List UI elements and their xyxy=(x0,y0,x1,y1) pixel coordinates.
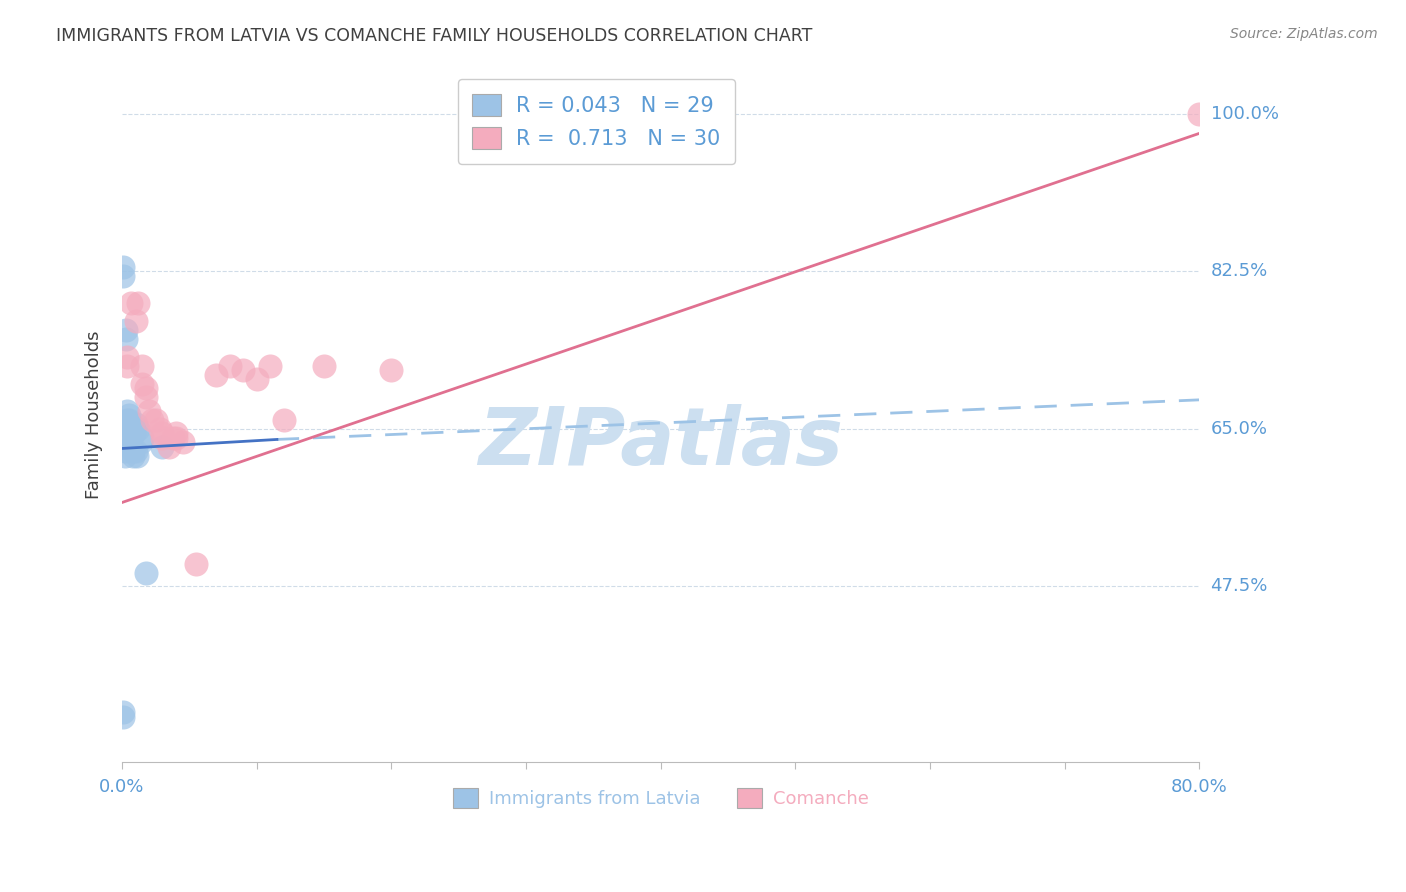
Point xyxy=(149,422,172,436)
Point xyxy=(141,412,163,426)
Point xyxy=(127,295,149,310)
Point xyxy=(112,260,135,274)
Text: 65.0%: 65.0% xyxy=(1211,419,1268,438)
Point xyxy=(157,440,180,454)
Point xyxy=(121,440,143,454)
Text: ZIPatlas: ZIPatlas xyxy=(478,404,844,482)
Point xyxy=(121,444,143,458)
Point xyxy=(246,372,269,386)
Point xyxy=(112,268,135,283)
Point xyxy=(131,359,153,373)
Point xyxy=(121,295,143,310)
Point xyxy=(184,557,207,571)
Point xyxy=(114,444,136,458)
Point xyxy=(135,566,157,580)
Point xyxy=(115,332,138,346)
Point xyxy=(122,426,145,441)
Point xyxy=(115,323,138,337)
Point xyxy=(117,359,139,373)
Point xyxy=(162,431,184,445)
Point xyxy=(118,408,141,422)
Point xyxy=(138,403,160,417)
Point xyxy=(121,449,143,463)
Y-axis label: Family Households: Family Households xyxy=(86,331,103,500)
Text: Source: ZipAtlas.com: Source: ZipAtlas.com xyxy=(1230,27,1378,41)
Point xyxy=(131,431,153,445)
Text: IMMIGRANTS FROM LATVIA VS COMANCHE FAMILY HOUSEHOLDS CORRELATION CHART: IMMIGRANTS FROM LATVIA VS COMANCHE FAMIL… xyxy=(56,27,813,45)
Point xyxy=(273,412,295,426)
Point xyxy=(232,363,254,377)
Point xyxy=(129,435,152,450)
Point xyxy=(124,417,146,432)
Text: 100.0%: 100.0% xyxy=(1211,104,1278,122)
Point xyxy=(1188,106,1211,120)
Point xyxy=(205,368,228,382)
Point xyxy=(122,422,145,436)
Point xyxy=(135,381,157,395)
Point xyxy=(152,426,174,441)
Point xyxy=(124,313,146,327)
Point xyxy=(165,426,187,441)
Point xyxy=(380,363,402,377)
Point xyxy=(125,449,148,463)
Point xyxy=(172,435,194,450)
Point xyxy=(165,431,187,445)
Point xyxy=(259,359,281,373)
Point xyxy=(152,431,174,445)
Point xyxy=(152,440,174,454)
Point xyxy=(114,449,136,463)
Text: 47.5%: 47.5% xyxy=(1211,577,1268,595)
Point xyxy=(218,359,240,373)
Point xyxy=(112,705,135,719)
Point xyxy=(124,444,146,458)
Text: 0.0%: 0.0% xyxy=(100,778,145,796)
Point xyxy=(117,403,139,417)
Point xyxy=(145,412,167,426)
Point xyxy=(120,435,142,450)
Legend: Immigrants from Latvia, Comanche: Immigrants from Latvia, Comanche xyxy=(446,780,876,815)
Point xyxy=(131,376,153,391)
Point xyxy=(112,710,135,724)
Point xyxy=(135,390,157,404)
Point xyxy=(312,359,335,373)
Point xyxy=(118,417,141,432)
Point xyxy=(117,350,139,364)
Point xyxy=(118,412,141,426)
Point xyxy=(127,422,149,436)
Text: 82.5%: 82.5% xyxy=(1211,262,1268,280)
Point xyxy=(120,426,142,441)
Point xyxy=(120,431,142,445)
Point xyxy=(117,412,139,426)
Text: 80.0%: 80.0% xyxy=(1171,778,1227,796)
